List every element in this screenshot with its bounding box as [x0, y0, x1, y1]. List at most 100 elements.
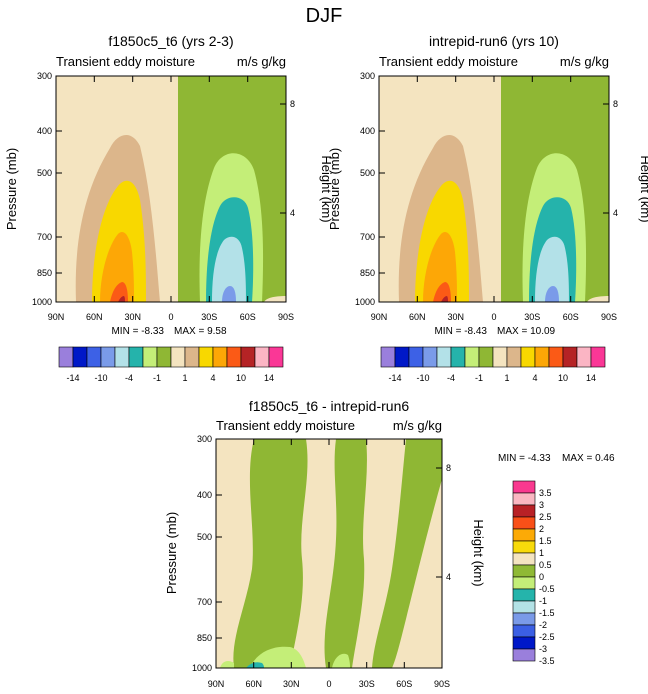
- colorbar-side-label: 1.5: [539, 536, 552, 546]
- panel-2-variable-label: Transient eddy moisture: [379, 54, 518, 69]
- panel-3-y2tick-8: 8: [446, 463, 451, 473]
- panel-3-xtick-60n: 60N: [245, 679, 262, 689]
- panel-1-ticks: [55, 75, 287, 303]
- colorbar-top-left-swatch: [184, 346, 200, 368]
- colorbar-top-right-swatch: [492, 346, 508, 368]
- colorbar-side-label: 2: [539, 524, 544, 534]
- colorbar-top-right: -14 -10 -4 -1 1 4 10 14: [380, 346, 606, 383]
- panel-1-xtick-60n: 60N: [86, 312, 103, 322]
- panel-2-xtick-90s: 90S: [601, 312, 617, 322]
- colorbar-side-label: 0: [539, 572, 544, 582]
- panel-2-title: intrepid-run6 (yrs 10): [429, 33, 559, 49]
- colorbar-top-right-swatch: [534, 346, 550, 368]
- colorbar-side-label: -2: [539, 620, 547, 630]
- panel-2-y2tick-8: 8: [613, 99, 618, 109]
- colorbar-top-left-label: 4: [210, 373, 215, 383]
- colorbar-top-right-swatch: [436, 346, 452, 368]
- colorbar-top-right-swatch: [464, 346, 480, 368]
- colorbar-side-swatch: [512, 624, 536, 638]
- colorbar-top-right-swatch: [562, 346, 578, 368]
- colorbar-top-left-label: -14: [66, 373, 79, 383]
- panel-3-xtick-60s: 60S: [396, 679, 412, 689]
- colorbar-top-left-swatch: [142, 346, 158, 368]
- panel-1-ytick-500: 500: [37, 168, 52, 178]
- colorbar-top-right-swatch: [506, 346, 522, 368]
- panel-2-ytick-850: 850: [360, 268, 375, 278]
- panel-1-ytick-300: 300: [37, 71, 52, 81]
- panel-1-ytick-850: 850: [37, 268, 52, 278]
- page-title: DJF: [306, 5, 343, 27]
- colorbar-top-right-label: -4: [447, 373, 455, 383]
- panel-3-ytick-500: 500: [197, 532, 212, 542]
- panel-1-y2label: Height (km): [319, 155, 334, 222]
- panel-3-xtick-90s: 90S: [434, 679, 450, 689]
- colorbar-side-label: -1: [539, 596, 547, 606]
- colorbar-top-left-swatch: [100, 346, 116, 368]
- panel-2: intrepid-run6 (yrs 10) Transient eddy mo…: [327, 33, 648, 337]
- colorbar-side-swatch: [512, 504, 536, 518]
- colorbar-side-label: -2.5: [539, 632, 555, 642]
- panel-1-title: f1850c5_t6 (yrs 2-3): [108, 33, 233, 49]
- colorbar-top-left-label: 14: [264, 373, 274, 383]
- panel-3-ylabel: Pressure (mb): [164, 512, 179, 594]
- panel-2-xtick-30s: 30S: [524, 312, 540, 322]
- colorbar-top-left-swatch: [156, 346, 172, 368]
- panel-1-y2tick-4: 4: [290, 208, 295, 218]
- colorbar-top-left-label: 1: [182, 373, 187, 383]
- colorbar-side-swatch: [512, 528, 536, 542]
- colorbar-side-swatch: [512, 480, 536, 494]
- panel-1-xtick-90n: 90N: [48, 312, 65, 322]
- colorbar-side-label: 2.5: [539, 512, 552, 522]
- colorbar-side: 3.5 3 2.5 2 1.5 1 0.5 0 -0.5 -1 -1.5 -2 -2.5 -3 -3.5: [512, 480, 555, 666]
- panel-3-xtick-90n: 90N: [208, 679, 225, 689]
- panel-1-contours: [56, 76, 286, 302]
- panel-2-units-label: m/s g/kg: [560, 54, 609, 69]
- panel-3-xtick-30n: 30N: [283, 679, 300, 689]
- panel-3-units-label: m/s g/kg: [393, 418, 442, 433]
- colorbar-top-left-swatch: [240, 346, 256, 368]
- panel-2-xtick-90n: 90N: [371, 312, 388, 322]
- panel-1-xtick-60s: 60S: [240, 312, 256, 322]
- colorbar-top-right-swatch: [394, 346, 410, 368]
- colorbar-top-left-label: 10: [236, 373, 246, 383]
- colorbar-side-label: -1.5: [539, 608, 555, 618]
- colorbar-side-label: -3.5: [539, 656, 555, 666]
- panel-3-max: MAX = 0.46: [562, 453, 615, 464]
- panel-3-xtick-30s: 30S: [359, 679, 375, 689]
- panel-2-ytick-1000: 1000: [355, 297, 375, 307]
- panel-1-min: MIN = -8.33: [111, 326, 164, 337]
- panel-1-variable-label: Transient eddy moisture: [56, 54, 195, 69]
- colorbar-top-right-label: -10: [416, 373, 429, 383]
- colorbar-top-right-swatch: [576, 346, 592, 368]
- panel-2-xtick-30n: 30N: [447, 312, 464, 322]
- panel-3-contours: [216, 439, 442, 668]
- colorbar-side-swatch: [512, 612, 536, 626]
- colorbar-side-label: 3: [539, 500, 544, 510]
- colorbar-top-right-swatch: [422, 346, 438, 368]
- panel-3-variable-label: Transient eddy moisture: [216, 418, 355, 433]
- panel-1-y2tick-8: 8: [290, 99, 295, 109]
- colorbar-side-label: -0.5: [539, 584, 555, 594]
- panel-1-xtick-90s: 90S: [278, 312, 294, 322]
- colorbar-side-swatch: [512, 540, 536, 554]
- colorbar-side-swatch: [512, 588, 536, 602]
- colorbar-top-left-label: -4: [125, 373, 133, 383]
- panel-1-max: MAX = 9.58: [174, 326, 227, 337]
- panel-3-ticks: [215, 438, 443, 669]
- panel-1-ytick-700: 700: [37, 232, 52, 242]
- panel-3-xtick-0: 0: [326, 679, 331, 689]
- colorbar-top-left-swatch: [254, 346, 270, 368]
- panel-2-ticks: [378, 75, 610, 303]
- panel-2-y2label: Height (km): [638, 155, 648, 222]
- colorbar-top-left-swatch: [198, 346, 214, 368]
- colorbar-top-right-swatch: [408, 346, 424, 368]
- panel-3-y2tick-4: 4: [446, 572, 451, 582]
- panel-3-y2label: Height (km): [471, 519, 486, 586]
- panel-2-ylabel: Pressure (mb): [327, 148, 342, 230]
- panel-3-ytick-850: 850: [197, 633, 212, 643]
- colorbar-top-right-swatch: [520, 346, 536, 368]
- panel-3-ytick-300: 300: [197, 434, 212, 444]
- colorbar-top-right-swatch: [478, 346, 494, 368]
- colorbar-top-right-swatch: [548, 346, 564, 368]
- colorbar-side-label: 3.5: [539, 488, 552, 498]
